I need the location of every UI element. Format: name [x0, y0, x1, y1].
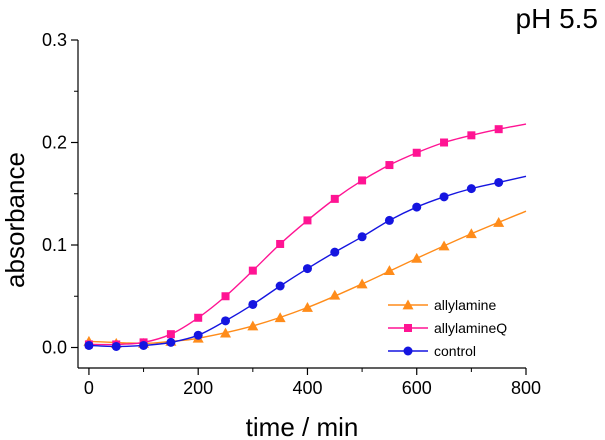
point-control-450 — [330, 247, 340, 257]
point-control-550 — [384, 215, 394, 225]
point-control-300 — [248, 299, 258, 309]
series-allylamineQ — [84, 123, 527, 349]
y-tick-label-0.2: 0.2 — [42, 133, 67, 153]
point-allylamineQ-700 — [467, 131, 476, 140]
point-allylamineQ-350 — [276, 239, 285, 248]
x-tick-label-600: 600 — [402, 378, 432, 398]
point-allylamine-650 — [438, 240, 450, 251]
plot-area — [77, 40, 526, 369]
legend-entry-allylamineQ: allylamineQ — [388, 320, 507, 336]
point-allylamineQ-450 — [330, 194, 339, 203]
point-allylamineQ-150 — [166, 330, 175, 339]
y-tick-label-0.0: 0.0 — [42, 338, 67, 358]
y-axis-title: absorbance — [0, 152, 30, 288]
legend-entry-allylamine: allylamine — [388, 297, 496, 313]
point-allylamineQ-400 — [303, 216, 312, 225]
point-allylamineQ-750 — [494, 125, 503, 134]
point-control-50 — [111, 341, 121, 351]
point-control-700 — [466, 184, 476, 194]
legend-marker-allylamineQ — [404, 324, 412, 332]
legend-marker-allylamine — [402, 299, 414, 310]
point-control-0 — [84, 340, 94, 350]
x-axis-title: time / min — [246, 412, 359, 440]
point-control-100 — [139, 340, 149, 350]
chart-title: pH 5.5 — [516, 3, 599, 34]
point-control-400 — [302, 264, 312, 274]
y-tick-label-0.1: 0.1 — [42, 235, 67, 255]
point-control-350 — [275, 281, 285, 291]
legend: allylamine allylamineQ control — [388, 297, 507, 359]
legend-entry-control: control — [388, 343, 476, 359]
point-control-600 — [412, 202, 422, 212]
point-allylamineQ-500 — [358, 176, 367, 185]
axis-ticks — [71, 39, 527, 375]
point-control-500 — [357, 232, 367, 242]
point-control-200 — [193, 330, 203, 340]
point-control-250 — [221, 316, 231, 326]
point-allylamine-550 — [383, 265, 395, 276]
point-control-650 — [439, 192, 449, 202]
x-tick-label-0: 0 — [84, 378, 94, 398]
point-allylamineQ-250 — [221, 292, 230, 301]
x-tick-label-800: 800 — [511, 378, 541, 398]
axis-tick-labels: 0 200 400 600 800 0.0 0.1 0.2 0.3 — [42, 30, 541, 398]
legend-label-allylamineQ: allylamineQ — [434, 320, 507, 336]
x-tick-label-200: 200 — [183, 378, 213, 398]
point-allylamine-250 — [220, 327, 232, 338]
point-control-150 — [166, 337, 176, 347]
x-tick-label-400: 400 — [292, 378, 322, 398]
point-control-750 — [494, 177, 504, 187]
series-layer — [83, 123, 527, 351]
y-tick-label-0.3: 0.3 — [42, 30, 67, 50]
legend-label-allylamine: allylamine — [434, 297, 496, 313]
point-allylamineQ-300 — [248, 266, 257, 275]
legend-marker-control — [403, 346, 413, 356]
point-allylamine-450 — [329, 289, 341, 300]
point-allylamine-600 — [411, 252, 423, 263]
legend-label-control: control — [434, 343, 476, 359]
point-allylamine-300 — [247, 320, 259, 331]
point-allylamine-400 — [301, 302, 313, 312]
point-allylamineQ-550 — [385, 161, 394, 170]
series-control — [84, 175, 527, 351]
point-allylamineQ-200 — [194, 313, 203, 322]
point-allylamine-700 — [465, 228, 477, 239]
point-allylamine-500 — [356, 278, 368, 289]
point-allylamineQ-600 — [412, 148, 421, 157]
point-allylamine-350 — [274, 312, 286, 323]
point-allylamineQ-650 — [440, 138, 449, 147]
point-allylamine-750 — [493, 216, 505, 227]
